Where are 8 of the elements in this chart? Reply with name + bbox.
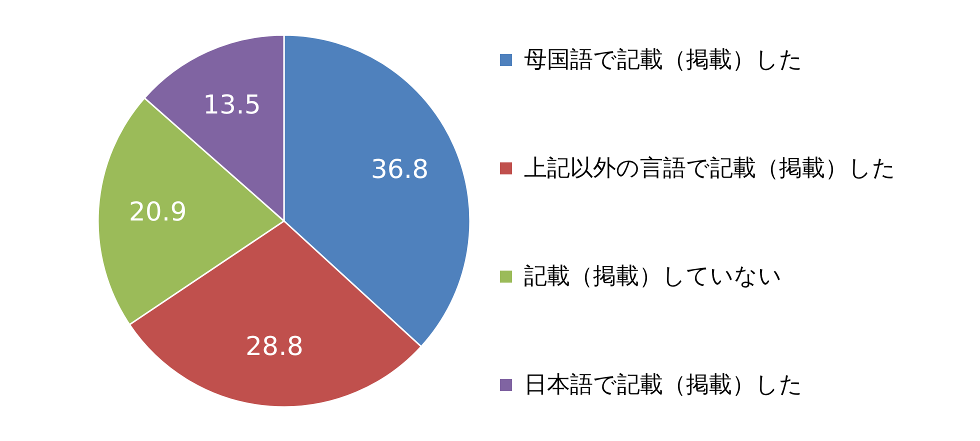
legend-label: 日本語で記載（掲載）した bbox=[524, 372, 803, 398]
data-label: 20.9 bbox=[128, 198, 187, 228]
data-label: 28.8 bbox=[246, 332, 304, 362]
legend-label: 記載（掲載）していない bbox=[524, 264, 782, 290]
legend-label: 上記以外の言語で記載（掲載）した bbox=[524, 155, 896, 182]
data-label: 13.5 bbox=[203, 90, 261, 121]
data-label: 36.8 bbox=[370, 155, 429, 186]
legend-label: 母国語で記載（掲載）した bbox=[524, 47, 803, 73]
